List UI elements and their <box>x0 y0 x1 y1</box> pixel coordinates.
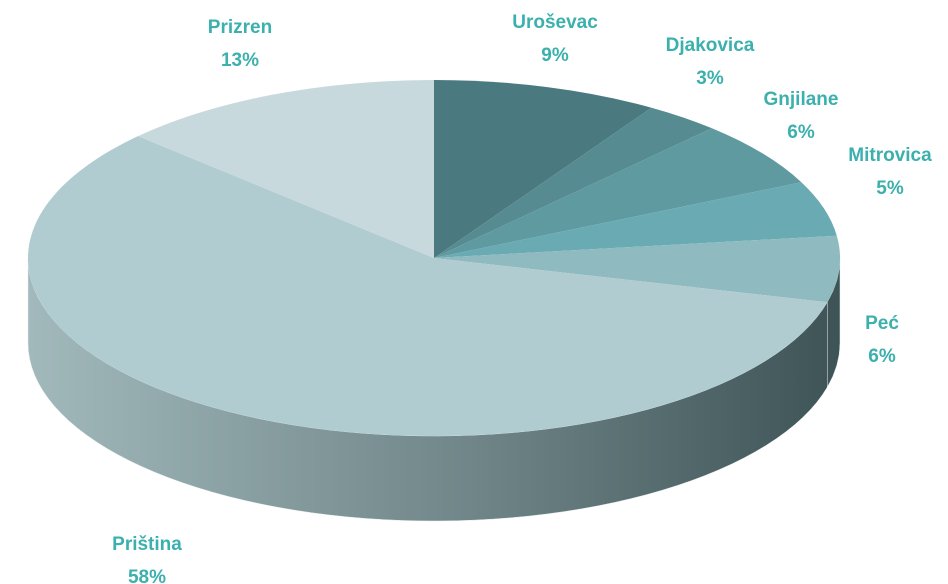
slice <box>27 136 828 437</box>
value-label: 6% <box>868 346 896 367</box>
value-label: 9% <box>541 45 569 66</box>
slice-label: Gnjilane <box>764 89 839 110</box>
slice <box>434 80 652 258</box>
slice-label: Uroševac <box>512 12 598 33</box>
slice <box>138 80 434 258</box>
value-label: 3% <box>696 68 724 89</box>
slice <box>434 182 837 258</box>
value-label: 13% <box>221 50 259 71</box>
slice <box>434 235 841 303</box>
slice-label: Mitrovica <box>848 145 932 166</box>
slice-label: Prizren <box>208 17 272 38</box>
slice <box>434 107 712 259</box>
slice-label: Djakovica <box>666 35 755 56</box>
slice <box>434 128 802 258</box>
slice-label: Peć <box>865 313 899 334</box>
value-label: 6% <box>787 122 815 143</box>
slice-label: Priština <box>112 534 182 555</box>
value-label: 58% <box>128 567 166 584</box>
value-label: 5% <box>876 178 904 199</box>
